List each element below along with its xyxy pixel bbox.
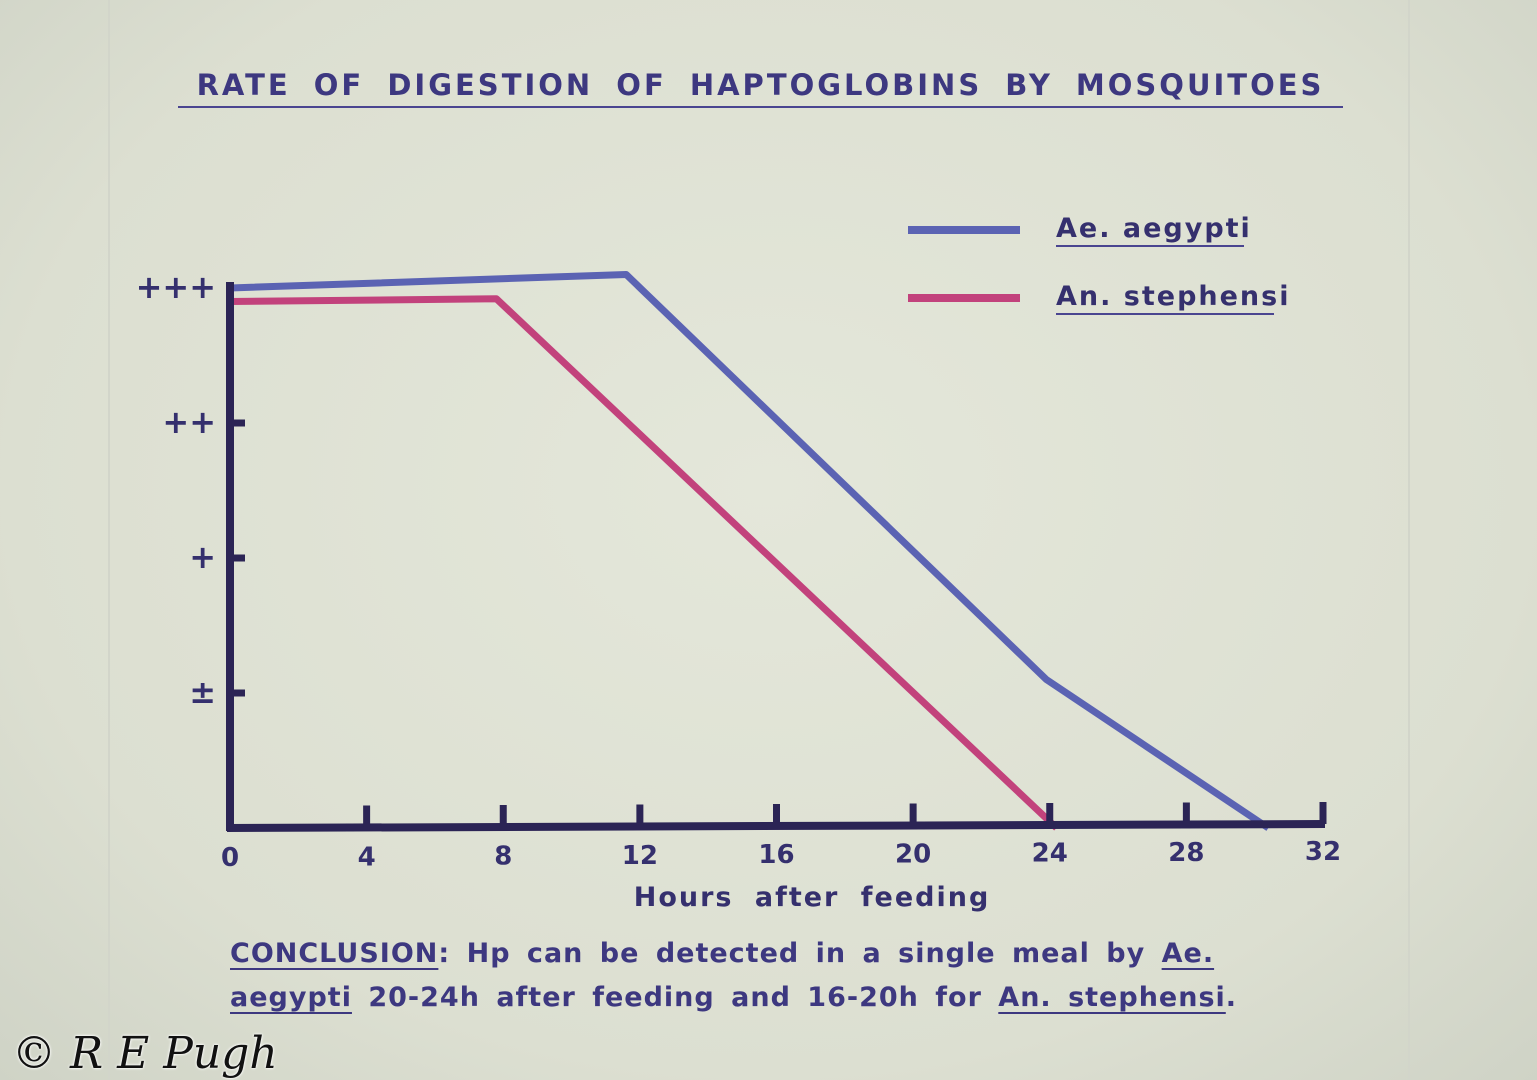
x-axis-label: Hours after feeding <box>634 882 991 913</box>
slide-edge <box>1408 0 1410 1080</box>
conclusion-species-2: An. stephensi <box>998 982 1226 1013</box>
x-tick-label: 28 <box>1168 838 1204 868</box>
x-tick-label: 12 <box>622 841 658 871</box>
watermark: © R E Pugh <box>12 1028 278 1079</box>
series-line-0 <box>229 271 1271 831</box>
conclusion-colon: : <box>438 938 451 969</box>
x-tick-label: 24 <box>1032 839 1068 869</box>
conclusion-text-1: Hp can be detected in a single meal by <box>466 938 1146 969</box>
conclusion-line-1: CONCLUSION: Hp can be detected in a sing… <box>230 932 1430 976</box>
conclusion-period: . <box>1225 982 1238 1013</box>
x-tick-label: 20 <box>895 839 931 869</box>
y-tick-label: + <box>189 538 216 576</box>
slide-edge <box>108 0 110 1080</box>
y-tick-label: ± <box>189 673 216 711</box>
series-line-1 <box>229 295 1059 831</box>
conclusion-species-1a: Ae. <box>1161 938 1215 969</box>
x-tick-label: 16 <box>758 840 794 870</box>
conclusion-species-1b: aegypti <box>230 982 352 1013</box>
x-tick-label: 8 <box>494 842 512 872</box>
conclusion-text-2: 20-24h after feeding and 16-20h for <box>368 982 982 1013</box>
y-tick-label: +++ <box>136 268 216 306</box>
conclusion-line-2: aegypti 20-24h after feeding and 16-20h … <box>230 976 1430 1020</box>
legend-label-1: An. stephensi <box>1056 281 1290 312</box>
legend-label-0: Ae. aegypti <box>1056 213 1252 244</box>
x-tick-label: 0 <box>221 843 239 873</box>
y-tick-label: ++ <box>162 403 216 441</box>
chart-title: RATE OF DIGESTION OF HAPTOGLOBINS BY MOS… <box>178 68 1343 108</box>
x-tick-label: 32 <box>1305 837 1341 867</box>
conclusion-text: CONCLUSION: Hp can be detected in a sing… <box>230 932 1430 1020</box>
x-tick-label: 4 <box>358 842 376 872</box>
conclusion-label: CONCLUSION <box>230 938 439 969</box>
